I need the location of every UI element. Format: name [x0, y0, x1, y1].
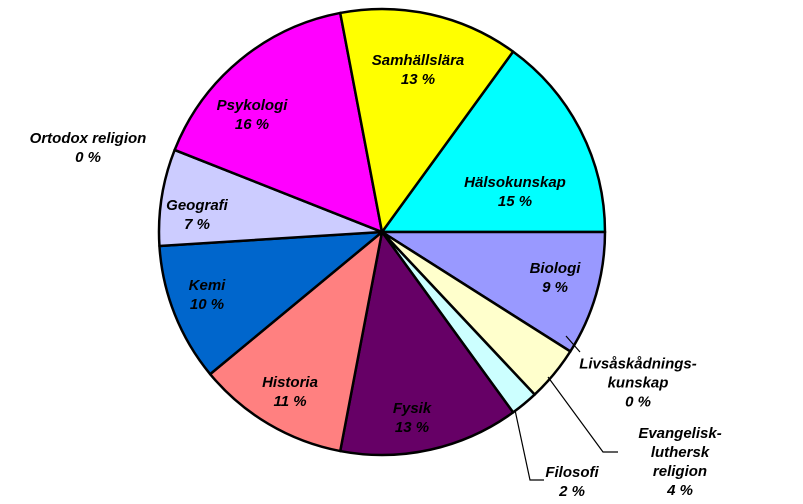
slice-label: Historia 11 % [262, 373, 318, 411]
category-label: Hälsokunskap [464, 174, 566, 191]
category-label: Psykologi [216, 97, 288, 114]
leader-line [547, 376, 618, 453]
category-label: Filosofi [545, 464, 599, 481]
value-label: 10 % [189, 296, 225, 313]
slice-label: Livsåskådnings- kunskap 0 % [579, 355, 697, 412]
pie-slice [338, 7, 515, 234]
pie-slice [173, 11, 384, 234]
pie-slice [380, 230, 607, 353]
slice-label: Samhällslära 13 % [372, 51, 465, 89]
value-label: 4 % [667, 482, 693, 499]
value-label: 13 % [394, 419, 430, 436]
slice-label: Fysik 13 % [393, 399, 431, 437]
category-label: Biologi [529, 260, 581, 277]
slice-label: Psykologi 16 % [217, 96, 288, 134]
category-label: Fysik [392, 400, 432, 417]
slice-label: Filosofi 2 % [545, 463, 598, 501]
category-label: Kemi [188, 277, 226, 294]
value-label: 0 % [625, 393, 651, 411]
value-label: 15 % [497, 193, 533, 210]
slice-label: Ortodox religion 0 % [30, 129, 147, 167]
value-label: 0 % [75, 149, 101, 166]
pie-slice [208, 230, 384, 453]
category-label: Geografi [166, 197, 228, 214]
slice-label: Kemi 10 % [189, 276, 226, 314]
value-label: 7 % [184, 216, 210, 233]
value-label: 16 % [234, 116, 270, 133]
category-label: Evangelisk-luthersk religion [638, 425, 722, 480]
value-label: 2 % [559, 483, 585, 500]
value-label: 11 % [273, 393, 307, 410]
pie-slice [380, 50, 607, 234]
slice-label: Evangelisk-luthersk religion 4 % [619, 424, 742, 500]
value-label: 9 % [542, 279, 568, 296]
leader-line [514, 409, 544, 481]
pie-slice [338, 230, 515, 457]
category-label: Samhällslära [371, 52, 465, 69]
slice-label: Geografi 7 % [166, 196, 228, 234]
category-label: Livsåskådnings- kunskap [579, 355, 697, 392]
leader-line [565, 335, 581, 353]
slice-label: Hälsokunskap 15 % [464, 173, 566, 211]
value-label: 13 % [400, 71, 436, 88]
pie-slice [158, 230, 384, 376]
category-label: Ortodox religion [29, 130, 147, 147]
slice-label: Biologi 9 % [530, 259, 581, 297]
category-label: Historia [262, 374, 318, 391]
